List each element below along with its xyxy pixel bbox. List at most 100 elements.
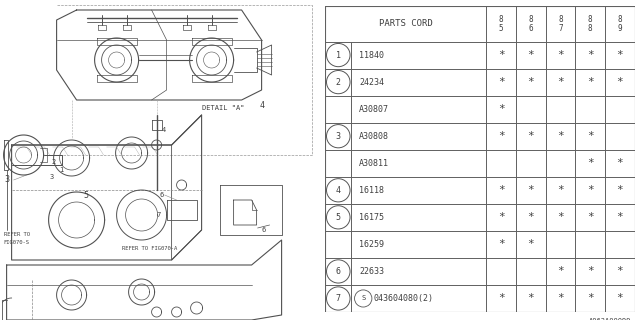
Text: DETAIL "A": DETAIL "A"	[202, 105, 244, 111]
Text: 6: 6	[336, 267, 340, 276]
Text: 8
5: 8 5	[499, 15, 504, 33]
Text: *: *	[587, 50, 594, 60]
Bar	[546, 177, 575, 204]
Bar	[486, 258, 516, 285]
Bar	[486, 285, 516, 312]
Text: *: *	[616, 185, 623, 195]
Bar	[605, 150, 635, 177]
Text: *: *	[498, 239, 504, 249]
Text: *: *	[557, 77, 564, 87]
Text: 16175: 16175	[359, 213, 384, 222]
Text: *: *	[557, 50, 564, 60]
Text: *: *	[527, 212, 534, 222]
Bar	[605, 68, 635, 96]
Bar	[605, 204, 635, 231]
Bar	[605, 123, 635, 150]
Bar	[575, 96, 605, 123]
Text: 24234: 24234	[359, 78, 384, 87]
Text: FIG070-S: FIG070-S	[4, 239, 29, 244]
Bar	[351, 177, 486, 204]
Bar	[325, 231, 351, 258]
Bar	[516, 177, 546, 204]
Text: A30811: A30811	[359, 159, 389, 168]
Text: S: S	[361, 295, 365, 301]
Bar	[486, 204, 516, 231]
Text: *: *	[498, 77, 504, 87]
Text: 3: 3	[336, 132, 340, 141]
Bar	[325, 42, 351, 68]
Bar	[486, 231, 516, 258]
Bar	[516, 231, 546, 258]
Bar	[325, 150, 351, 177]
Bar	[546, 204, 575, 231]
Bar	[516, 150, 546, 177]
Bar	[605, 231, 635, 258]
Text: 1: 1	[336, 51, 340, 60]
Bar	[351, 123, 486, 150]
Bar	[486, 42, 516, 68]
Bar	[575, 42, 605, 68]
Text: PARTS CORD: PARTS CORD	[379, 20, 433, 28]
Bar	[351, 42, 486, 68]
Text: *: *	[587, 158, 594, 168]
Bar	[325, 68, 351, 96]
Text: *: *	[557, 293, 564, 303]
Text: 4: 4	[161, 127, 166, 133]
Text: *: *	[557, 212, 564, 222]
Bar	[516, 204, 546, 231]
Text: REFER TO: REFER TO	[4, 233, 29, 237]
Text: 16118: 16118	[359, 186, 384, 195]
Bar	[605, 6, 635, 42]
Text: 22633: 22633	[359, 267, 384, 276]
Text: *: *	[616, 50, 623, 60]
Bar	[325, 204, 351, 231]
Bar	[546, 123, 575, 150]
Bar	[486, 123, 516, 150]
Text: *: *	[557, 185, 564, 195]
Bar	[351, 258, 486, 285]
Text: *: *	[527, 77, 534, 87]
Text: *: *	[587, 131, 594, 141]
Text: *: *	[616, 158, 623, 168]
Text: 5: 5	[84, 190, 88, 199]
Bar	[575, 258, 605, 285]
Bar	[575, 285, 605, 312]
Bar	[546, 68, 575, 96]
Text: *: *	[498, 212, 504, 222]
Bar	[486, 96, 516, 123]
Bar	[516, 42, 546, 68]
Text: 6: 6	[159, 192, 164, 198]
Bar	[325, 6, 486, 42]
Bar	[325, 285, 351, 312]
Bar	[516, 258, 546, 285]
Text: 3: 3	[50, 174, 54, 180]
Text: A30808: A30808	[359, 132, 389, 141]
Text: *: *	[498, 50, 504, 60]
Bar	[546, 6, 575, 42]
Text: A30807: A30807	[359, 105, 389, 114]
Text: *: *	[557, 267, 564, 276]
Text: *: *	[527, 131, 534, 141]
Text: 043604080(2): 043604080(2)	[374, 294, 434, 303]
Text: *: *	[557, 131, 564, 141]
Text: 11840: 11840	[359, 51, 384, 60]
Bar	[516, 6, 546, 42]
Text: 6: 6	[262, 227, 266, 233]
Text: *: *	[527, 50, 534, 60]
Text: 8
7: 8 7	[558, 15, 563, 33]
Text: *: *	[587, 77, 594, 87]
Bar	[325, 96, 351, 123]
Text: *: *	[587, 212, 594, 222]
Bar	[486, 68, 516, 96]
Text: 1: 1	[60, 167, 64, 173]
Text: 7: 7	[336, 294, 340, 303]
Bar	[605, 96, 635, 123]
Text: 16259: 16259	[359, 240, 384, 249]
Text: 5: 5	[336, 213, 340, 222]
Text: A063A00099: A063A00099	[589, 318, 632, 320]
Bar	[575, 68, 605, 96]
Text: 8
6: 8 6	[529, 15, 533, 33]
Text: 2: 2	[52, 159, 56, 165]
Text: *: *	[587, 267, 594, 276]
Text: REFER TO FIG070-A: REFER TO FIG070-A	[122, 245, 177, 251]
